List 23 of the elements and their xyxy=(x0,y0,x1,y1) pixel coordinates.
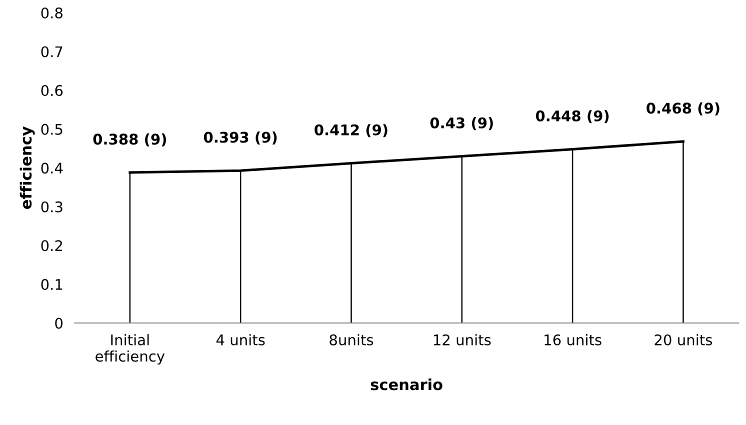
data-label: 0.393 (9) xyxy=(204,131,277,144)
x-tick-label: 16 units xyxy=(544,334,602,346)
data-label: 0.412 (9) xyxy=(314,124,388,138)
y-tick-label: 0.7 xyxy=(41,46,62,58)
x-tick-label: 20 units xyxy=(654,334,712,346)
y-tick-label: 0 xyxy=(55,318,63,329)
y-tick-label: 0.4 xyxy=(41,162,63,174)
y-tick-label: 0.1 xyxy=(41,278,62,290)
data-label: 0.388 (9) xyxy=(93,133,166,146)
y-tick-label: 0.6 xyxy=(41,85,63,96)
x-tick-label: 4 units xyxy=(216,334,265,346)
data-label: 0.43 (9) xyxy=(430,117,493,130)
x-axis-title: scenario xyxy=(370,378,442,390)
y-tick-label: 0.3 xyxy=(41,201,62,212)
x-tick-label: Initial efficiency xyxy=(96,334,165,365)
y-tick-label: 0.5 xyxy=(41,124,62,135)
data-label: 0.468 (9) xyxy=(646,102,720,116)
y-tick-label: 0.2 xyxy=(41,240,62,252)
y-tick-label: 0.8 xyxy=(41,7,62,18)
x-tick-label: 12 units xyxy=(434,334,491,346)
data-label: 0.448 (9) xyxy=(536,110,609,124)
x-tick-label: 8units xyxy=(330,334,374,346)
y-axis-title: efficiency xyxy=(20,126,35,209)
